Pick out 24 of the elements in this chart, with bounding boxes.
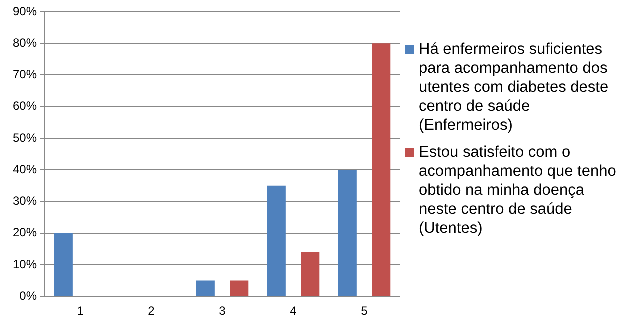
x-tick-label: 4 — [290, 304, 298, 318]
legend-label: Há enfermeiros suficientes para acompanhamento dos utentes com diabetes deste centro de saúde (Enfermeiros) — [419, 40, 610, 135]
x-tick-label: 1 — [77, 304, 84, 318]
y-tick-label: 10% — [12, 257, 38, 272]
bar — [196, 280, 215, 296]
y-tick-label: 40% — [12, 162, 38, 176]
x-tick-label: 5 — [361, 304, 368, 318]
bar — [338, 170, 357, 296]
bar — [301, 252, 320, 296]
y-tick-label: 90% — [12, 4, 38, 18]
y-tick-label: 60% — [12, 99, 38, 114]
y-tick-label: 50% — [12, 130, 38, 145]
bar — [372, 44, 391, 296]
bar — [54, 233, 73, 296]
bar — [230, 280, 249, 296]
y-tick-label: 80% — [12, 36, 38, 50]
y-tick-label: 70% — [12, 68, 38, 82]
x-tick-label: 2 — [148, 304, 156, 318]
legend-label: Estou satisfeito com o acompanhamento que tenho obtido na minha doença neste centro de saúde (Utentes) — [419, 143, 618, 238]
x-tick-label: 3 — [219, 304, 226, 318]
y-tick-label: 20% — [12, 226, 38, 240]
y-tick-label: 30% — [12, 194, 38, 208]
bar — [267, 186, 286, 296]
y-tick-label: 0% — [20, 288, 38, 303]
